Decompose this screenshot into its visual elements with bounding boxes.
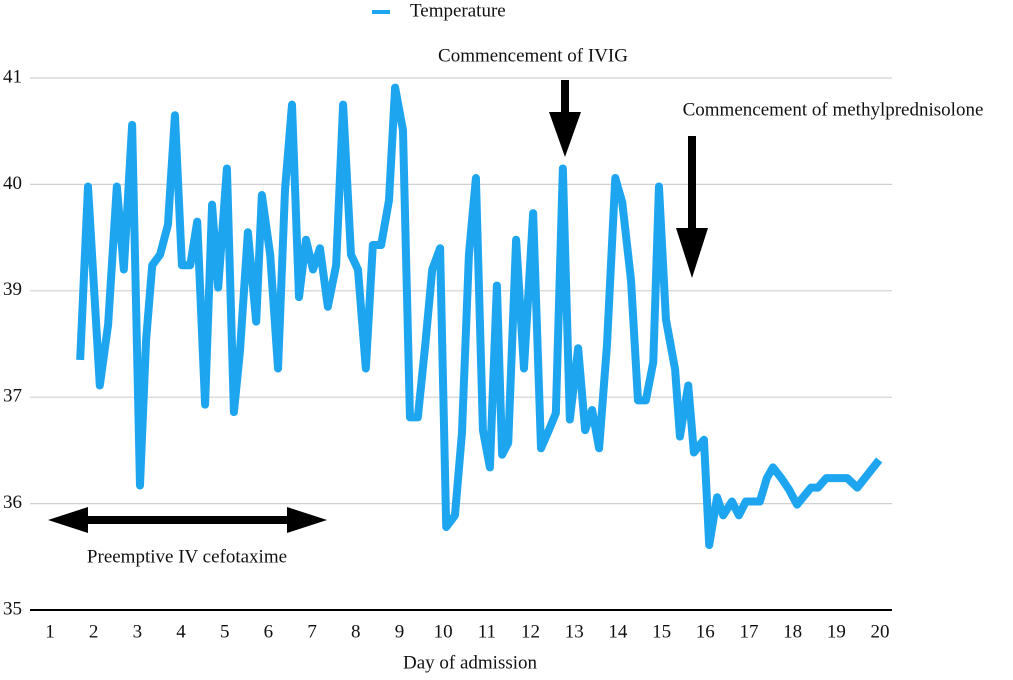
annotation: Preemptive IV cefotaxime xyxy=(87,546,287,567)
y-tick-label: 35 xyxy=(3,598,22,619)
x-tick-label: 11 xyxy=(478,621,496,642)
y-tick-label: 41 xyxy=(3,66,22,87)
x-tick-label: 18 xyxy=(783,621,802,642)
y-tick-label: 36 xyxy=(3,492,22,513)
x-tick-label: 14 xyxy=(608,621,628,642)
y-tick-label: 39 xyxy=(3,279,22,300)
y-tick-label: 37 xyxy=(3,386,22,407)
x-tick-label: 9 xyxy=(395,621,405,642)
annotation-arrows xyxy=(48,80,708,533)
x-tick-label: 13 xyxy=(565,621,584,642)
x-tick-label: 20 xyxy=(871,621,890,642)
x-tick-label: 3 xyxy=(133,621,143,642)
x-tick-label: 6 xyxy=(264,621,274,642)
x-axis-label: Day of admission xyxy=(403,652,538,673)
x-tick-label: 1 xyxy=(45,621,55,642)
annotation: Commencement of methylprednisolone xyxy=(683,99,984,120)
x-tick-label: 15 xyxy=(652,621,671,642)
x-tick-label: 2 xyxy=(89,621,99,642)
x-tick-label: 12 xyxy=(521,621,540,642)
x-tick-label: 10 xyxy=(434,621,453,642)
data-line xyxy=(76,83,883,550)
y-tick-label: 40 xyxy=(3,173,22,194)
x-tick-label: 7 xyxy=(307,621,317,642)
legend-label: Temperature xyxy=(410,0,506,21)
x-tick-label: 8 xyxy=(351,621,361,642)
x-tick-label: 5 xyxy=(220,621,230,642)
x-tick-label: 19 xyxy=(827,621,846,642)
x-tick-label: 17 xyxy=(739,621,758,642)
annotation: Commencement of IVIG xyxy=(438,45,628,66)
x-tick-label: 16 xyxy=(696,621,715,642)
x-tick-label: 4 xyxy=(176,621,186,642)
